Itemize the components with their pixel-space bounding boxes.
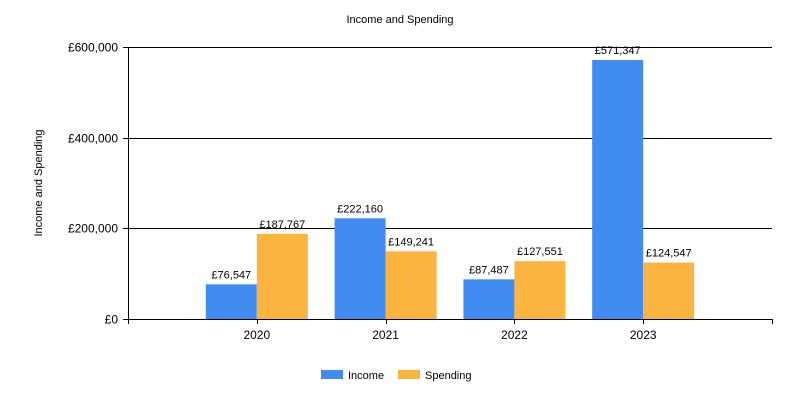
legend-label-income: Income <box>348 370 384 382</box>
data-label: £187,767 <box>259 219 305 231</box>
data-label: £149,241 <box>388 236 434 248</box>
data-label: £571,347 <box>595 45 641 57</box>
data-label: £76,547 <box>211 269 251 281</box>
x-tick-label: 2022 <box>501 328 528 342</box>
x-tick-label: 2020 <box>243 328 270 342</box>
chart-title: Income and Spending <box>346 14 453 26</box>
y-tick-label: £400,000 <box>68 132 118 146</box>
bar-spending <box>643 262 695 319</box>
data-labels: £76,547 £187,767 £222,160 £149,241 £87,487 £1… <box>211 45 691 281</box>
y-tick-label: £600,000 <box>68 41 118 55</box>
bar-income <box>205 284 257 319</box>
y-axis-label: Income and Spending <box>33 129 45 236</box>
legend-swatch-income <box>321 370 343 379</box>
y-tick-label: £0 <box>105 313 119 327</box>
bars <box>205 59 695 320</box>
legend-swatch-spending <box>398 370 420 379</box>
legend-label-spending: Spending <box>425 370 472 382</box>
legend: Income Spending <box>321 370 472 382</box>
data-label: £222,160 <box>337 203 383 215</box>
bar-income <box>592 59 644 320</box>
bar-spending <box>514 261 566 319</box>
gridlines <box>128 47 772 229</box>
data-label: £124,547 <box>646 248 692 260</box>
axes: £0 £200,000 £400,000 £600,000 2020 2021 2022 20… <box>68 41 773 342</box>
data-label: £87,487 <box>469 264 509 276</box>
y-tick-label: £200,000 <box>68 222 118 236</box>
bar-spending <box>256 233 308 319</box>
x-tick-label: 2023 <box>630 328 657 342</box>
data-label: £127,551 <box>517 246 563 258</box>
bar-income <box>334 218 386 319</box>
bar-income <box>463 279 515 319</box>
bar-spending <box>385 251 437 319</box>
x-tick-label: 2021 <box>372 328 399 342</box>
